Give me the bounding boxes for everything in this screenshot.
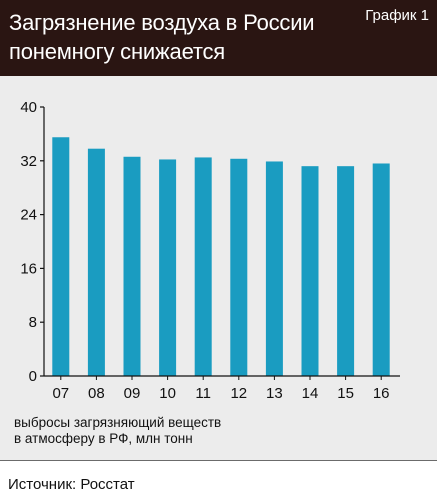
bar-15 xyxy=(337,166,355,376)
chart-note-line-2: в атмосферу в РФ, млн тонн xyxy=(14,431,193,446)
chart-note-line-1: выбросы загрязняющий веществ xyxy=(14,415,221,430)
y-tick-label-40: 40 xyxy=(20,99,37,116)
bar-series xyxy=(52,137,390,376)
chart-header: Загрязнение воздуха в России понемногу с… xyxy=(0,0,437,76)
x-tick-label-14: 14 xyxy=(302,385,319,402)
chart-panel xyxy=(0,76,437,460)
x-tick-label-11: 11 xyxy=(195,385,211,402)
x-tick-label-09: 09 xyxy=(124,385,141,402)
y-axis-ticks xyxy=(40,106,44,377)
chart-number-badge: График 1 xyxy=(365,7,429,24)
chart-title-line-2: понемногу снижается xyxy=(9,39,226,64)
bar-14 xyxy=(301,166,319,376)
x-tick-label-13: 13 xyxy=(266,385,283,402)
source-note: Источник: Росстат xyxy=(8,476,135,493)
x-tick-label-15: 15 xyxy=(337,385,354,402)
bar-09 xyxy=(123,156,141,376)
y-tick-label-0: 0 xyxy=(29,368,37,385)
x-tick-label-10: 10 xyxy=(159,385,176,402)
x-tick-label-07: 07 xyxy=(52,385,69,402)
x-tick-label-16: 16 xyxy=(373,385,390,402)
y-tick-label-16: 16 xyxy=(20,260,37,277)
y-axis-labels: 0 8 16 24 32 40 xyxy=(20,99,37,385)
bar-07 xyxy=(52,137,70,376)
bar-12 xyxy=(230,158,248,376)
y-tick-label-8: 8 xyxy=(29,314,37,331)
y-tick-label-24: 24 xyxy=(20,207,37,224)
chart-title: Загрязнение воздуха в России понемногу с… xyxy=(9,8,349,66)
chart-title-line-1: Загрязнение воздуха в России xyxy=(9,10,315,35)
x-tick-label-12: 12 xyxy=(230,385,247,402)
x-tick-label-08: 08 xyxy=(88,385,105,402)
y-tick-label-32: 32 xyxy=(20,153,37,170)
x-axis-labels: 07 08 09 10 11 12 13 14 15 16 xyxy=(52,376,390,402)
bar-08 xyxy=(87,148,105,376)
bar-10 xyxy=(159,159,177,376)
footer-divider xyxy=(0,460,437,461)
bar-13 xyxy=(265,161,283,376)
bar-11 xyxy=(194,157,212,376)
bar-16 xyxy=(372,163,390,376)
